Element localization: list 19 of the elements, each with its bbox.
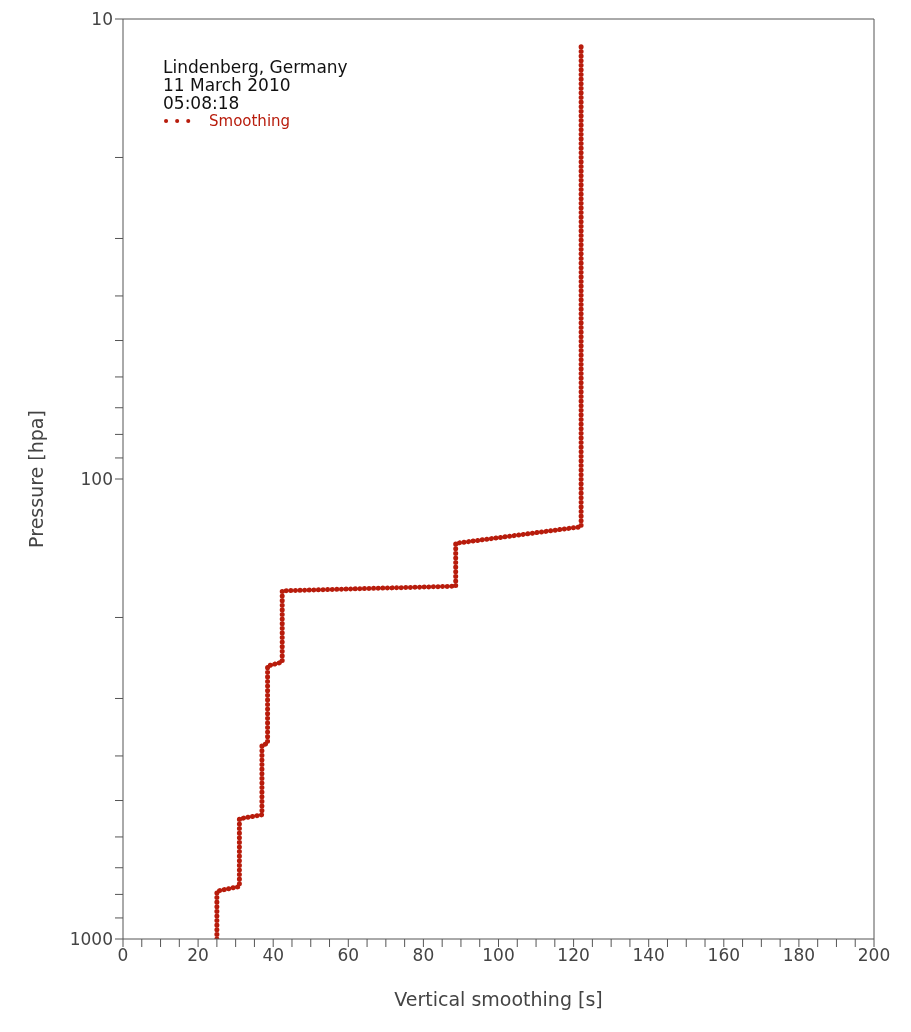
x-tick-label: 200 [857, 945, 891, 966]
x-tick-label: 120 [557, 945, 590, 966]
y-tick-label: 1000 [69, 929, 113, 950]
x-tick-label: 0 [117, 945, 129, 966]
x-tick-label: 100 [482, 945, 515, 966]
x-tick-label: 40 [262, 945, 285, 966]
x-tick-label: 60 [337, 945, 360, 966]
y-axis-title: Pressure [hpa] [24, 410, 47, 548]
annotation: Lindenberg, Germany [163, 57, 348, 77]
x-tick-label: 80 [412, 945, 435, 966]
x-tick-label: 140 [632, 945, 665, 966]
x-tick-label: 20 [187, 945, 209, 966]
x-tick-label: 160 [707, 945, 741, 966]
y-tick-label: 10 [91, 9, 113, 30]
x-tick-label: 180 [782, 945, 816, 966]
annotation: 05:08:18 [163, 93, 241, 113]
legend-label: Smoothing [209, 112, 291, 130]
x-axis-title: Vertical smoothing [s] [394, 988, 603, 1010]
y-tick-label: 100 [80, 469, 113, 490]
